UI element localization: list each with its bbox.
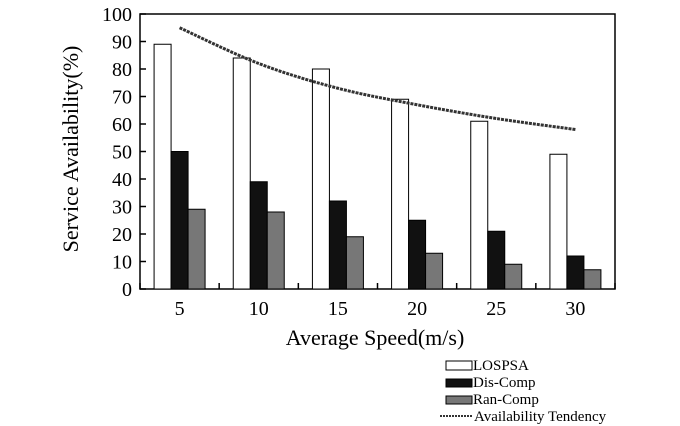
bar-ran-comp-30 [583,269,602,290]
legend-label-lospsa: LOSPSA [473,358,529,374]
bar-dis-comp-30 [566,255,585,290]
y-axis-title: Service Availability(%) [58,46,83,253]
y-tick-label-90: 90 [112,32,132,54]
trend-group [178,26,576,131]
bars-group [153,43,602,290]
plot-frame [139,13,616,290]
x-axis-title: Average Speed(m/s) [286,325,465,350]
x-tick-label-25: 25 [486,298,506,320]
y-tick-label-40: 40 [112,169,132,191]
bar-dis-comp-15 [328,200,347,290]
bar-lospsa-15 [311,68,330,290]
y-tick-label-0: 0 [122,279,132,301]
bar-ran-comp-10 [266,211,285,290]
x-tick-label-5: 5 [175,298,185,320]
x-tick-label-20: 20 [407,298,427,320]
y-tick-label-50: 50 [112,142,132,164]
bar-dis-comp-10 [249,181,268,290]
legend-swatch-ran-comp [445,395,473,405]
bar-ran-comp-20 [425,252,444,290]
y-tick-label-10: 10 [112,252,132,274]
legend-swatch-lospsa [445,360,473,371]
y-tick-label-30: 30 [112,197,132,219]
bar-dis-comp-25 [487,230,506,290]
legend-swatch-dis-comp [445,378,473,388]
legend-label-dis-comp: Dis-Comp [473,375,536,391]
y-tick-label-60: 60 [112,114,132,136]
bar-dis-comp-20 [408,219,427,290]
legend-label-availability-tendency: Availability Tendency [474,409,607,425]
y-tick-label-80: 80 [112,59,132,81]
legend-label-ran-comp: Ran-Comp [473,392,539,408]
bar-dis-comp-5 [170,151,189,290]
y-tick-label-20: 20 [112,224,132,246]
bar-lospsa-25 [470,120,489,290]
x-tick-label-15: 15 [328,298,348,320]
bar-lospsa-10 [232,57,251,290]
y-axis: 0 10 20 30 40 50 60 70 80 90 100 [102,4,146,301]
legend: LOSPSA Dis-Comp Ran-Comp Availability Te… [440,358,607,425]
bar-lospsa-20 [391,98,410,290]
y-tick-label-70: 70 [112,87,132,109]
bar-ran-comp-5 [187,208,206,290]
bar-ran-comp-25 [504,263,523,290]
bar-ran-comp-15 [345,236,364,290]
trend-line-availability-tendency [178,26,576,131]
bar-lospsa-30 [549,153,568,290]
bar-lospsa-5 [153,43,172,290]
y-tick-label-100: 100 [102,4,132,26]
x-tick-label-30: 30 [565,298,585,320]
x-axis: 5 10 15 20 25 30 [139,283,616,320]
x-tick-label-10: 10 [249,298,269,320]
